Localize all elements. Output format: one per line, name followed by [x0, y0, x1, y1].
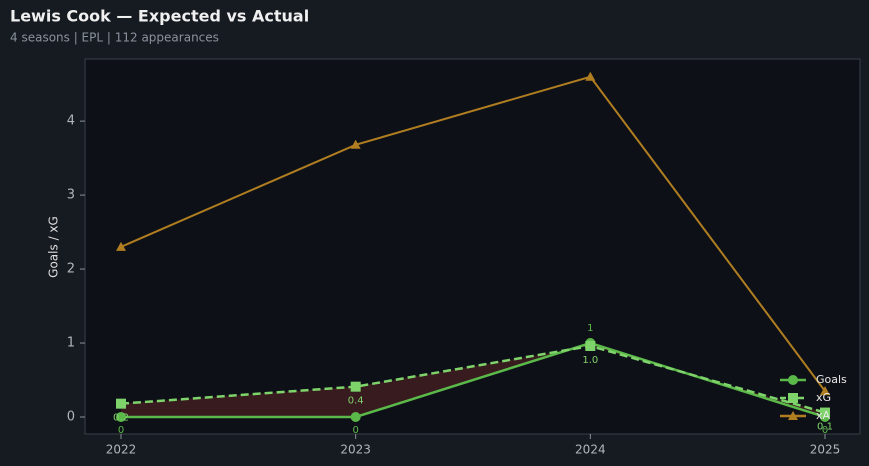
legend-label: Goals [816, 373, 847, 386]
data-label: 1 [587, 323, 593, 334]
point [585, 340, 596, 351]
legend-marker [788, 375, 798, 385]
y-tick-label: 3 [67, 188, 75, 203]
legend-marker [788, 393, 798, 403]
data-label: 0 [118, 425, 124, 436]
chart-title: Lewis Cook — Expected vs Actual [10, 7, 309, 26]
y-tick-label: 4 [67, 114, 75, 129]
chart-subtitle: 4 seasons | EPL | 112 appearances [10, 31, 219, 45]
point [350, 381, 361, 392]
series-line [120, 75, 826, 392]
y-tick-label: 0 [67, 409, 75, 424]
data-label: 1.0 [582, 355, 598, 366]
legend-label: xG [816, 391, 831, 404]
series-line [120, 344, 826, 414]
legend-label: xA [816, 409, 831, 422]
legend-marker [788, 411, 798, 420]
y-axis-label: Goals / xG [47, 216, 61, 278]
x-tick-label: 2024 [575, 443, 606, 457]
point [116, 398, 126, 409]
data-label: 0.2 [113, 413, 129, 424]
data-label: 0.1 [817, 422, 833, 433]
point [350, 139, 361, 149]
data-label: 0 [822, 425, 828, 436]
point [585, 71, 596, 81]
plot-area [84, 58, 861, 435]
x-tick-label: 2022 [106, 443, 137, 457]
y-tick-label: 2 [67, 262, 75, 277]
point [116, 411, 126, 422]
data-label: 0.4 [348, 396, 364, 407]
y-tick-label: 1 [67, 336, 75, 351]
point [820, 386, 830, 396]
point [116, 241, 126, 251]
x-tick-label: 2025 [810, 443, 841, 457]
point [350, 411, 361, 422]
point [820, 407, 830, 418]
gap-area [121, 343, 825, 417]
x-tick-label: 2023 [340, 443, 371, 457]
data-label: 0 [352, 425, 358, 436]
